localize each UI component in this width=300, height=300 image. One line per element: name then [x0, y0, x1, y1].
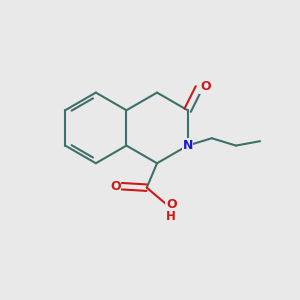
Text: H: H [166, 210, 176, 223]
Text: N: N [182, 139, 193, 152]
Text: O: O [166, 198, 176, 211]
Text: O: O [110, 180, 121, 193]
Text: O: O [200, 80, 211, 93]
